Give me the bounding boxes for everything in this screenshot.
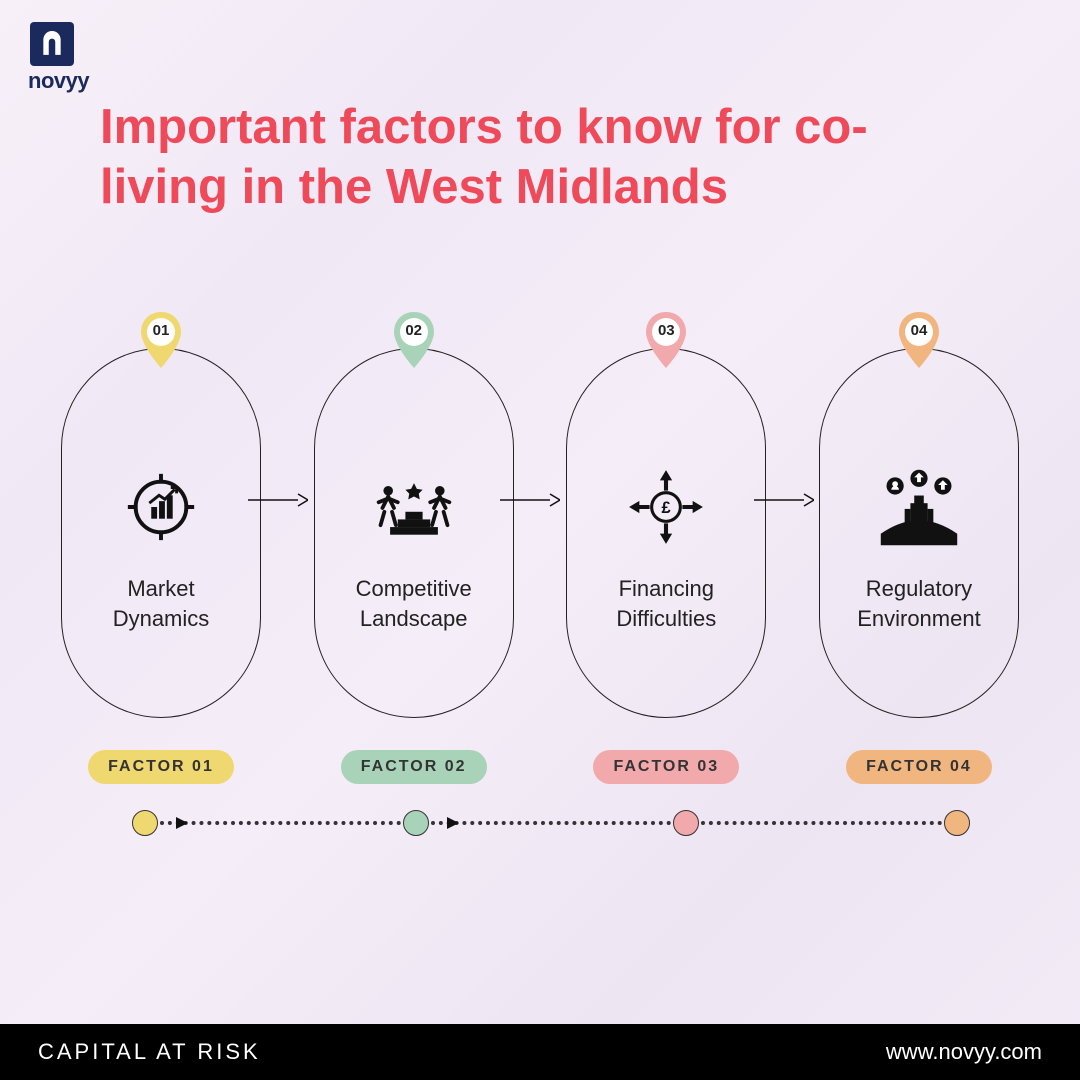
timeline-arrow-icon: [445, 815, 461, 831]
factor-badge: FACTOR 04: [846, 750, 992, 784]
arrow-connector: [754, 490, 814, 515]
pin-number: 01: [137, 322, 185, 339]
factor-4: 04 RegulatoryEnvironment FACTOR 04: [814, 310, 1024, 784]
footer-disclaimer: CAPITAL AT RISK: [38, 1039, 261, 1065]
timeline: [132, 808, 970, 838]
footer-url: www.novyy.com: [886, 1039, 1042, 1065]
timeline-segment: [431, 821, 672, 825]
factor-title: RegulatoryEnvironment: [847, 574, 991, 633]
pin-marker: 02: [390, 310, 438, 370]
timeline-dot: [944, 810, 970, 836]
capsule: MarketDynamics: [61, 348, 261, 718]
competitive-landscape-icon: [369, 462, 459, 552]
timeline-dot: [132, 810, 158, 836]
pin-number: 02: [390, 322, 438, 339]
timeline-segment: [160, 821, 401, 825]
page-title: Important factors to know for co-living …: [100, 98, 980, 218]
factor-title: MarketDynamics: [103, 574, 220, 633]
timeline-segment: [701, 821, 942, 825]
arrow-connector: [500, 490, 560, 515]
factor-badge: FACTOR 01: [88, 750, 234, 784]
pin-marker: 04: [895, 310, 943, 370]
svg-text:£: £: [662, 499, 671, 517]
pin-marker: 01: [137, 310, 185, 370]
factor-title: FinancingDifficulties: [606, 574, 726, 633]
arrow-connector: [248, 490, 308, 515]
timeline-arrow-icon: [174, 815, 190, 831]
capsule: £ FinancingDifficulties: [566, 348, 766, 718]
factor-2: 02 CompetitiveLandscape FACTOR 02: [309, 310, 519, 784]
capsule: RegulatoryEnvironment: [819, 348, 1019, 718]
market-dynamics-icon: [116, 462, 206, 552]
factor-badge: FACTOR 02: [341, 750, 487, 784]
brand-logo: novyy: [30, 22, 89, 94]
pin-number: 04: [895, 322, 943, 339]
factor-1: 01 MarketDynamics FACTOR 01: [56, 310, 266, 784]
footer-bar: CAPITAL AT RISK www.novyy.com: [0, 1024, 1080, 1080]
logo-mark: [30, 22, 74, 66]
timeline-dot: [673, 810, 699, 836]
factors-row: 01 MarketDynamics FACTOR 01 02: [56, 310, 1024, 784]
timeline-dot: [403, 810, 429, 836]
factor-3: 03 £ FinancingDifficulties FACTOR 03: [561, 310, 771, 784]
pin-marker: 03: [642, 310, 690, 370]
capsule: CompetitiveLandscape: [314, 348, 514, 718]
pin-number: 03: [642, 322, 690, 339]
factor-badge: FACTOR 03: [593, 750, 739, 784]
factor-title: CompetitiveLandscape: [346, 574, 482, 633]
regulatory-environment-icon: [874, 462, 964, 552]
financing-difficulties-icon: £: [621, 462, 711, 552]
logo-text: novyy: [28, 68, 89, 94]
